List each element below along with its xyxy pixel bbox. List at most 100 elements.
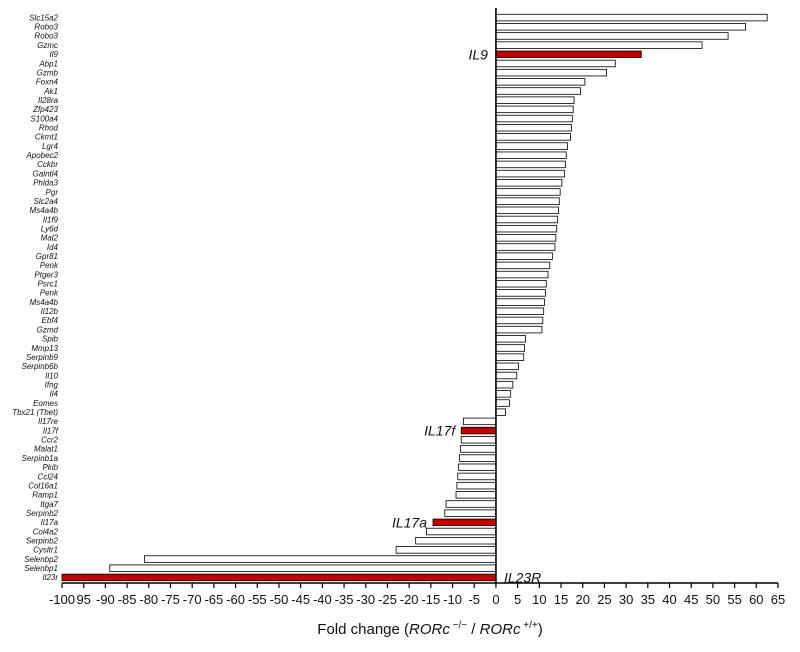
category-label-cysltr1-58: Cysltr1 — [33, 546, 58, 555]
x-tick-label-12: -40 — [313, 592, 332, 607]
category-label-foxn4-7: Foxn4 — [36, 78, 59, 87]
category-label-il17a-55: Il17a — [41, 518, 59, 527]
bar-serpinb2-57 — [415, 536, 497, 545]
bar-pgr-19 — [495, 188, 561, 196]
x-tick-label-24: 20 — [575, 592, 589, 607]
bar-id4-25 — [495, 243, 556, 251]
bar-lgr4-14 — [495, 142, 568, 150]
bar-eomes-42 — [495, 399, 510, 407]
bar-il12b-32 — [495, 307, 545, 315]
category-label-cckbr-16: Cckbr — [37, 160, 58, 169]
bar-serpinb6b-38 — [495, 362, 519, 371]
x-axis-title-part-3: / — [467, 621, 480, 638]
x-tick-label-21: 5 — [514, 592, 521, 607]
bar-ms4a4b-31 — [495, 298, 545, 306]
bar-il9-4 — [495, 50, 642, 59]
category-label-ccr2-46: Ccr2 — [41, 436, 58, 445]
bar-ak1-8 — [495, 87, 581, 95]
callouts: IL9 IL17f IL17a IL23R — [392, 46, 541, 585]
category-label-serpinb2-57: Serpinb2 — [26, 537, 59, 546]
bar-penk-30 — [495, 289, 546, 297]
bar-col4a2-56 — [426, 527, 497, 536]
category-label-ly6d-23: Ly6d — [41, 224, 59, 233]
bar-gpr81-26 — [495, 252, 553, 260]
bar-ccl24-50 — [457, 472, 497, 481]
x-tick-label-29: 45 — [684, 592, 698, 607]
x-tick-label-15: -25 — [378, 592, 397, 607]
category-label-malat1-47: Malat1 — [34, 445, 58, 454]
category-label-serpinb9-37: Serpinb9 — [26, 353, 59, 362]
bar-malat1-47 — [459, 445, 497, 453]
category-label-rhod-12: Rhod — [39, 124, 59, 133]
category-label-phlda3-18: Phlda3 — [33, 179, 58, 188]
category-label-robo3-1: Robo3 — [34, 23, 58, 32]
bar-il17f-45 — [460, 426, 497, 435]
category-label-gzmb-6: Gzmb — [37, 68, 59, 77]
category-label-ccl24-50: Ccl24 — [38, 472, 59, 481]
x-axis-title-part-0: Fold change ( — [317, 621, 409, 638]
category-label-pgr-19: Pgr — [46, 188, 59, 197]
x-tick-label-3: -85 — [118, 592, 137, 607]
bar-ccr2-46 — [460, 436, 497, 444]
x-tick-label-2: -90 — [96, 592, 115, 607]
category-label-il4-41: Il4 — [50, 390, 59, 399]
x-tick-label-10: -50 — [270, 592, 289, 607]
bar-cysltr1-58 — [395, 546, 497, 554]
x-tick-label-33: 65 — [771, 592, 785, 607]
category-label-robo3-2: Robo3 — [34, 32, 58, 41]
category-label-il9-4: Il9 — [50, 50, 59, 59]
x-tick-label-5: -75 — [161, 592, 180, 607]
x-tick-label-25: 25 — [597, 592, 611, 607]
x-tick-label-1: 95 — [76, 592, 90, 607]
category-label-ifng-40: Ifng — [45, 380, 59, 389]
category-label-selenbp1-60: Selenbp1 — [24, 564, 58, 573]
bar-selenbp2-59 — [144, 555, 497, 563]
bar-il10-39 — [495, 371, 518, 380]
bar-ebf4-33 — [495, 316, 544, 325]
x-axis-title-part-6: ) — [538, 621, 543, 638]
bar-apobec2-15 — [495, 151, 567, 159]
bar-tbx21-tbet-43 — [495, 408, 506, 416]
bar-galntl4-17 — [495, 169, 565, 178]
bar-serpinb9-37 — [495, 353, 525, 361]
bar-ifng-40 — [495, 380, 514, 389]
callout-il9: IL9 — [468, 46, 488, 62]
bars-layer — [61, 13, 768, 582]
bar-cckbr-16 — [495, 160, 566, 169]
bar-robo3-2 — [495, 32, 729, 40]
category-label-slc15a2-0: Slc15a2 — [29, 13, 58, 22]
bar-penk-27 — [495, 261, 551, 270]
category-label-selenbp2-59: Selenbp2 — [24, 555, 58, 564]
x-tick-label-31: 55 — [727, 592, 741, 607]
callout-il17a: IL17a — [392, 514, 427, 530]
bar-zfp423-10 — [495, 105, 574, 114]
category-label-mmp13-36: Mmp13 — [31, 344, 58, 353]
category-label-il12b-32: Il12b — [41, 307, 59, 316]
bar-col16a1-51 — [456, 481, 497, 490]
bar-il28ra-9 — [495, 96, 575, 104]
callout-il23r: IL23R — [504, 569, 541, 585]
category-label-il17f-45: Il17f — [43, 426, 59, 435]
bar-gzmd-34 — [495, 325, 543, 334]
bar-ptger3-28 — [495, 270, 549, 279]
category-label-abp1-5: Abp1 — [38, 59, 58, 68]
category-label-col4a2-56: Col4a2 — [33, 527, 59, 536]
x-axis-title-part-1: RORc — [409, 621, 450, 638]
bar-robo3-1 — [495, 23, 746, 31]
category-label-il28ra-9: Il28ra — [38, 96, 59, 105]
category-label-penk-30: Penk — [40, 289, 59, 298]
category-label-penk-27: Penk — [40, 261, 59, 270]
category-label-ms4a4b-21: Ms4a4b — [30, 206, 59, 215]
bar-itga7-53 — [445, 500, 497, 508]
callout-il17f: IL17f — [424, 423, 457, 439]
category-label-s100a4-11: S100a4 — [30, 114, 58, 123]
bar-mal2-24 — [495, 234, 557, 242]
bar-pkib-49 — [458, 463, 497, 471]
category-label-apobec2-15: Apobec2 — [25, 151, 58, 160]
category-label-il10-39: Il10 — [45, 371, 58, 380]
bar-slc2a4-20 — [495, 197, 560, 205]
x-tick-label-32: 60 — [749, 592, 763, 607]
axes: -100 95 -90 -85 -80 -75 -70 -65 -60 -55 -50 -45 -40-… — [49, 8, 785, 607]
